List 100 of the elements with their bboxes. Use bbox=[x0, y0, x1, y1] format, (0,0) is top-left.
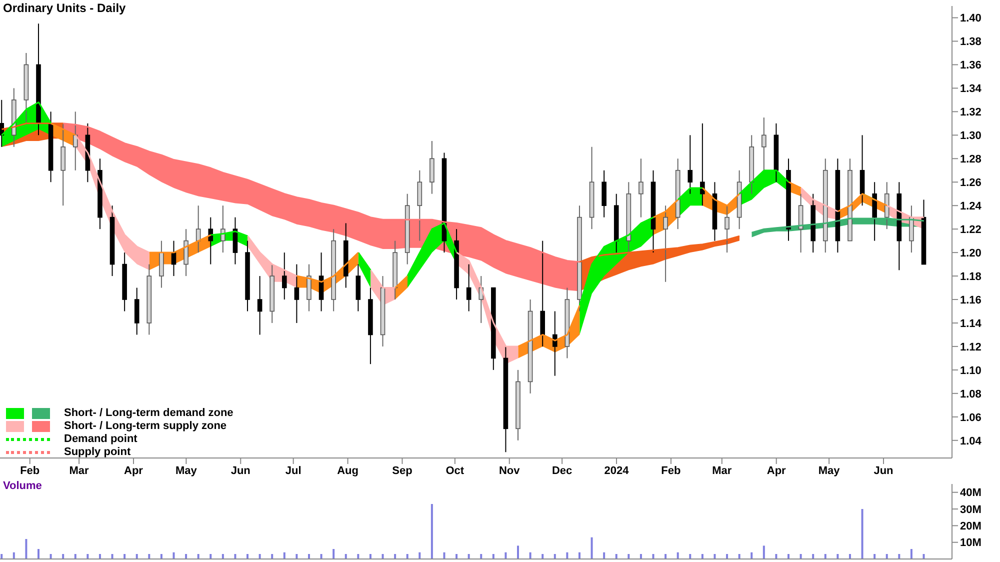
x-tick-label: Sep bbox=[392, 464, 413, 477]
bar bbox=[652, 554, 654, 559]
bar bbox=[320, 554, 322, 559]
candlestick bbox=[184, 228, 188, 277]
annotation: Supply point bbox=[64, 446, 131, 459]
bar bbox=[800, 554, 802, 559]
bar bbox=[296, 554, 298, 559]
x-tick-label: Jun bbox=[230, 464, 251, 477]
y-tick-label: 1.06 bbox=[960, 412, 982, 424]
y-tick-label: 1.14 bbox=[960, 318, 982, 330]
y-tick-label: 1.28 bbox=[960, 154, 982, 166]
bar bbox=[874, 554, 876, 559]
bar bbox=[443, 552, 446, 559]
chart-title: Volume bbox=[3, 480, 42, 492]
x-tick-label: Apr bbox=[766, 464, 787, 477]
bar bbox=[640, 554, 642, 559]
x-tick-label: Apr bbox=[124, 464, 144, 477]
y-tick-label: 1.38 bbox=[960, 36, 982, 48]
y-tick-label: 40M bbox=[960, 487, 982, 500]
x-tick-label: May bbox=[175, 464, 198, 477]
bar bbox=[172, 552, 175, 559]
bar bbox=[775, 554, 778, 559]
bar bbox=[676, 552, 679, 559]
bar bbox=[603, 552, 606, 559]
candlestick bbox=[134, 287, 140, 336]
y-tick-label: 1.30 bbox=[960, 130, 982, 142]
y-tick-label: 1.08 bbox=[960, 388, 982, 400]
x-tick-label: 2024 bbox=[604, 464, 630, 477]
bar bbox=[98, 554, 101, 559]
bar bbox=[492, 554, 494, 559]
y-tick-label: 1.34 bbox=[960, 83, 982, 96]
x-tick-label: Feb bbox=[20, 464, 40, 477]
bar bbox=[590, 537, 593, 559]
candlestick bbox=[282, 252, 287, 300]
bar bbox=[566, 552, 568, 559]
y-tick-label: 1.20 bbox=[960, 247, 982, 260]
bar bbox=[357, 554, 360, 559]
y-tick-label: 1.18 bbox=[960, 270, 982, 283]
bar bbox=[382, 554, 384, 559]
bar bbox=[762, 546, 765, 559]
candlestick bbox=[257, 276, 262, 336]
bar bbox=[0, 554, 3, 559]
candlestick bbox=[159, 240, 164, 288]
bar bbox=[258, 554, 261, 559]
bar bbox=[836, 554, 839, 559]
bar bbox=[848, 554, 851, 559]
bar bbox=[430, 504, 433, 559]
x-tick-label: Dec bbox=[552, 464, 572, 477]
bar bbox=[542, 554, 544, 559]
candlestick bbox=[688, 134, 693, 194]
bar bbox=[529, 552, 532, 559]
bar bbox=[689, 554, 692, 559]
bar bbox=[394, 554, 396, 559]
candlestick bbox=[60, 122, 66, 206]
y-tick-label: 1.12 bbox=[960, 341, 982, 354]
bar bbox=[369, 554, 372, 559]
y-tick-label: 1.32 bbox=[960, 106, 982, 119]
bar bbox=[824, 554, 826, 559]
bar bbox=[886, 554, 888, 559]
candlestick bbox=[884, 182, 890, 230]
bar bbox=[86, 554, 89, 559]
bar bbox=[517, 546, 520, 559]
bar bbox=[480, 554, 482, 559]
bar bbox=[554, 554, 556, 559]
bar bbox=[468, 554, 470, 559]
bar bbox=[124, 554, 126, 559]
bar bbox=[910, 549, 912, 559]
bar bbox=[750, 552, 753, 559]
candlestick bbox=[909, 205, 914, 254]
annotation: Short- / Long-term demand zone bbox=[64, 407, 234, 420]
candlestick bbox=[638, 158, 644, 218]
x-tick-label: Aug bbox=[337, 464, 358, 477]
candlestick bbox=[552, 310, 558, 376]
y-tick-label: 10M bbox=[960, 537, 982, 550]
bar bbox=[726, 554, 728, 559]
x-tick-label: May bbox=[818, 464, 841, 477]
bar bbox=[210, 554, 212, 559]
y-tick-label: 1.16 bbox=[960, 294, 982, 306]
annotation: Demand point bbox=[64, 433, 138, 446]
bar bbox=[812, 554, 814, 559]
x-tick-label: Jun bbox=[874, 464, 894, 477]
candlestick bbox=[700, 122, 705, 206]
y-tick-label: 1.36 bbox=[960, 60, 982, 72]
bar bbox=[234, 554, 236, 559]
bar bbox=[701, 554, 704, 559]
bar bbox=[25, 539, 28, 559]
bar bbox=[664, 554, 667, 559]
x-tick-label: Feb bbox=[661, 464, 682, 477]
bar bbox=[37, 549, 40, 559]
bar bbox=[922, 554, 925, 559]
bar bbox=[111, 554, 114, 559]
candlestick bbox=[306, 264, 312, 312]
y-tick-label: 30M bbox=[960, 504, 982, 516]
candlestick bbox=[417, 170, 422, 242]
bar bbox=[136, 554, 138, 559]
y-tick-label: 1.40 bbox=[960, 12, 982, 25]
y-tick-label: 1.26 bbox=[960, 177, 982, 190]
bar bbox=[148, 554, 150, 559]
bar bbox=[898, 554, 900, 559]
bar bbox=[406, 554, 408, 559]
